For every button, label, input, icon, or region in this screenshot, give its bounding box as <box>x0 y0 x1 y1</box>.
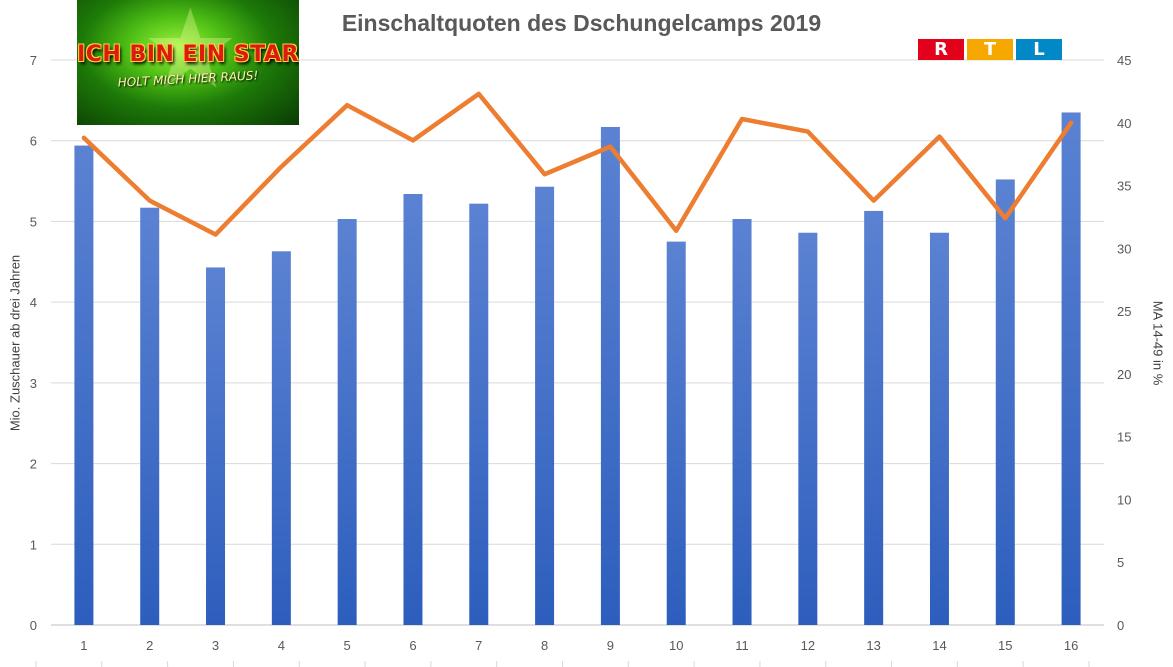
y-tick-label-right: 15 <box>1117 430 1131 445</box>
y-tick-label-left: 4 <box>30 295 37 310</box>
bar <box>600 126 620 625</box>
bar <box>74 145 94 626</box>
rtl-logo: R T L <box>918 39 1062 60</box>
x-tick-label: 10 <box>669 638 683 653</box>
bar <box>403 193 423 625</box>
x-tick-label: 4 <box>278 638 285 653</box>
x-tick-label: 9 <box>607 638 614 653</box>
rtl-logo-letter-t: T <box>967 39 1013 60</box>
y-tick-label-left: 2 <box>30 457 37 472</box>
x-tick-label: 12 <box>801 638 815 653</box>
x-tick-label: 14 <box>932 638 946 653</box>
y-tick-label-left: 5 <box>30 214 37 229</box>
bar <box>929 232 949 625</box>
y-axis-label-left: Mio. Zuschauer ab drei Jahren <box>7 254 23 432</box>
x-tick-label: 6 <box>409 638 416 653</box>
x-tick-label: 2 <box>146 638 153 653</box>
show-logo: ★ ICH BIN EIN STAR HOLT MICH HIER RAUS! <box>77 0 299 125</box>
x-tick-label: 1 <box>80 638 87 653</box>
x-tick-label: 11 <box>735 638 749 653</box>
x-tick-label: 15 <box>998 638 1012 653</box>
bar <box>140 207 160 625</box>
bar <box>469 203 489 625</box>
x-tick-label: 7 <box>475 638 482 653</box>
bar <box>1061 112 1081 625</box>
y-tick-label-left: 7 <box>30 53 37 68</box>
y-tick-label-left: 6 <box>30 134 37 149</box>
y-tick-label-right: 30 <box>1117 241 1131 256</box>
y-tick-label-right: 10 <box>1117 492 1131 507</box>
bar <box>337 219 357 625</box>
y-tick-label-left: 1 <box>30 537 37 552</box>
bar <box>798 232 818 625</box>
y-tick-label-left: 0 <box>30 618 37 633</box>
bar <box>535 186 555 625</box>
y-tick-label-right: 35 <box>1117 179 1131 194</box>
x-tick-label: 16 <box>1064 638 1078 653</box>
x-tick-label: 8 <box>541 638 548 653</box>
y-tick-label-left: 3 <box>30 376 37 391</box>
y-tick-label-right: 20 <box>1117 367 1131 382</box>
x-tick-label: 5 <box>344 638 351 653</box>
bar-series <box>74 112 1081 626</box>
bar <box>206 267 226 625</box>
rtl-logo-letter-r: R <box>918 39 964 60</box>
bar <box>864 210 884 625</box>
bar <box>732 219 752 625</box>
y-tick-label-right: 45 <box>1117 53 1131 68</box>
bar <box>666 241 686 625</box>
star-icon: ★ <box>141 0 240 113</box>
x-tick-label: 13 <box>866 638 880 653</box>
rtl-logo-letter-l: L <box>1016 39 1062 60</box>
show-logo-title: ICH BIN EIN STAR <box>77 42 299 67</box>
y-tick-label-right: 25 <box>1117 304 1131 319</box>
y-axis-label-right: MA 14-49 in % <box>1150 300 1166 386</box>
y-tick-label-right: 0 <box>1117 618 1124 633</box>
bar <box>995 179 1015 625</box>
y-tick-label-right: 5 <box>1117 555 1124 570</box>
x-tick-label: 3 <box>212 638 219 653</box>
line-series <box>81 91 1074 237</box>
bar <box>271 251 291 626</box>
y-tick-label-right: 40 <box>1117 116 1131 131</box>
series-line <box>81 91 1074 237</box>
chart-title: Einschaltquoten des Dschungelcamps 2019 <box>341 10 822 36</box>
